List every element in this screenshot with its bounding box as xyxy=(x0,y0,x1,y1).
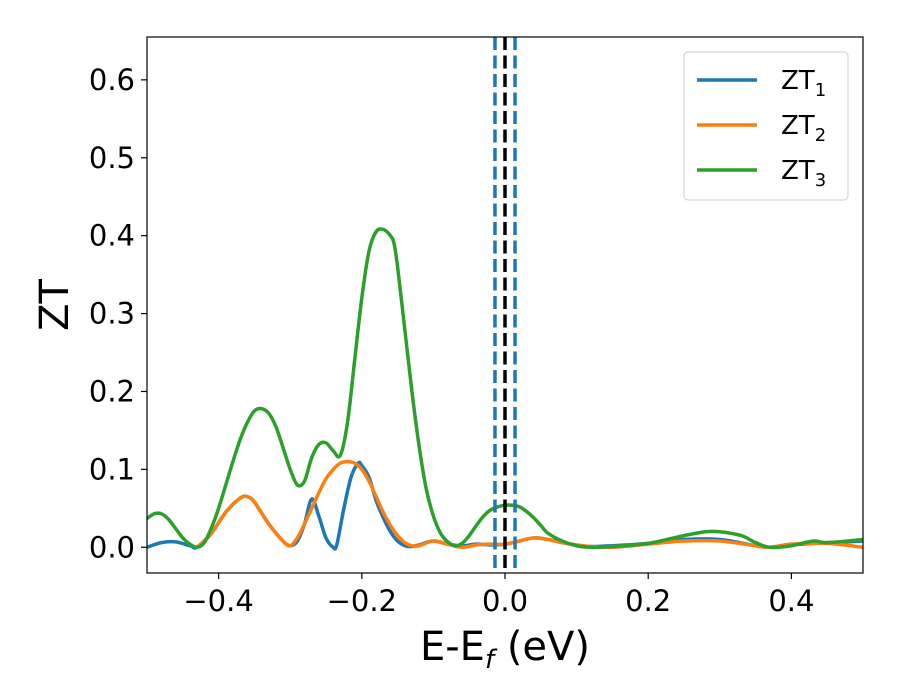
legend-label-zt3: ZT3 xyxy=(781,156,826,191)
legend: ZT1 ZT2 ZT3 xyxy=(683,51,849,201)
y-tick-label: 0.1 xyxy=(89,452,135,486)
y-axis-label: ZT xyxy=(32,279,78,331)
x-axis-label-unit: (eV) xyxy=(494,624,590,670)
y-tick-label: 0.3 xyxy=(89,297,135,331)
legend-label-zt1: ZT1 xyxy=(781,66,826,101)
legend-box xyxy=(683,51,849,201)
x-tick-label: 0.4 xyxy=(768,584,814,618)
y-axis-ticks: 0.0 0.1 0.2 0.3 0.4 0.5 0.6 xyxy=(89,63,147,564)
y-tick-label: 0.4 xyxy=(89,219,135,253)
series-line-zt2 xyxy=(195,459,863,550)
vertical-marker-lines xyxy=(493,37,517,573)
y-tick-label: 0.5 xyxy=(89,141,135,175)
y-tick-label: 0.2 xyxy=(89,374,135,408)
x-tick-label: −0.2 xyxy=(327,584,397,618)
x-tick-label: 0.0 xyxy=(482,584,528,618)
y-tick-label: 0.0 xyxy=(89,530,135,564)
y-tick-label: 0.6 xyxy=(89,63,135,97)
series-group xyxy=(147,227,863,551)
x-axis-ticks: −0.4 −0.2 0.0 0.2 0.4 xyxy=(183,573,814,618)
legend-label-zt2: ZT2 xyxy=(781,111,826,146)
legend-entries: ZT1 ZT2 ZT3 xyxy=(697,66,826,191)
x-axis-label: E-Ef (eV) xyxy=(420,624,590,675)
x-axis-label-main: E-E xyxy=(420,624,485,670)
x-tick-label: −0.4 xyxy=(183,584,253,618)
x-tick-label: 0.2 xyxy=(625,584,671,618)
series-line-zt3 xyxy=(147,227,863,550)
